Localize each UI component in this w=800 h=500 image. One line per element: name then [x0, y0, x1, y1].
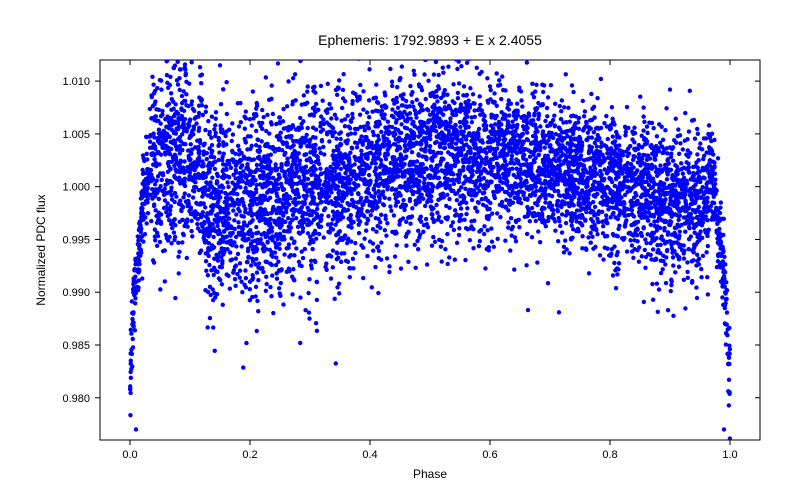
- x-axis-label: Phase: [413, 467, 447, 481]
- ytick-label: 0.985: [62, 340, 90, 352]
- y-axis-label: Normalized PDC flux: [34, 194, 48, 305]
- ytick-label: 0.990: [62, 287, 90, 299]
- chart-svg: 0.0 0.2 0.4 0.6 0.8 1.0 0.980 0.985 0.990 0.995 1.…: [0, 0, 800, 500]
- xtick-label: 0.8: [602, 449, 617, 461]
- ytick-label: 0.995: [62, 234, 90, 246]
- xtick-label: 0.2: [242, 449, 257, 461]
- ytick-label: 1.000: [62, 182, 90, 194]
- xtick-label: 0.4: [362, 449, 377, 461]
- ytick-label: 0.980: [62, 393, 90, 405]
- xtick-label: 1.0: [722, 449, 737, 461]
- xtick-label: 0.6: [482, 449, 497, 461]
- xtick-label: 0.0: [122, 449, 137, 461]
- ytick-label: 1.005: [62, 129, 90, 141]
- light-curve-chart: 0.0 0.2 0.4 0.6 0.8 1.0 0.980 0.985 0.990 0.995 1.…: [0, 0, 800, 500]
- chart-title: Ephemeris: 1792.9893 + E x 2.4055: [318, 32, 542, 48]
- ytick-label: 1.010: [62, 76, 90, 88]
